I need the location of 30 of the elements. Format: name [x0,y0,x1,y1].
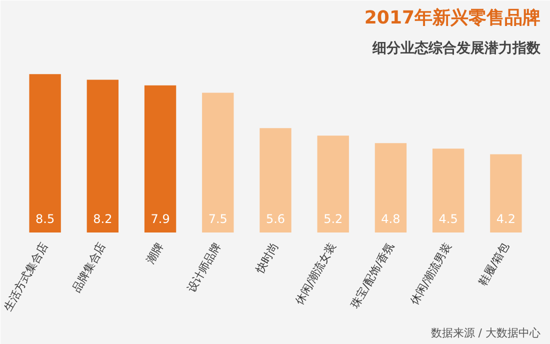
x-tick-label: 生活方式集合店 [1,240,51,314]
data-label: 8.2 [93,212,112,226]
source-note: 数据来源 / 大数据中心 [430,326,541,340]
bar [374,143,407,232]
data-label: 5.2 [324,212,343,226]
x-tick-label: 设计师品牌 [184,240,224,294]
bar [29,74,61,232]
x-tick-label: 休闲/潮流女装 [292,240,339,308]
bar [202,92,234,232]
bar [260,128,292,232]
x-tick-label: 鞋履/箱包 [476,240,512,288]
x-tick-label: 珠宝/配饰/香氛 [348,240,396,310]
bar [490,154,522,232]
data-label: 7.9 [150,212,170,226]
x-tick-label: 潮牌 [144,240,166,266]
data-label: 4.5 [438,212,458,226]
data-label: 5.6 [266,212,286,226]
data-label: 4.8 [381,212,400,226]
x-tick-label: 休闲/潮流男装 [408,240,454,308]
data-label: 4.2 [496,212,516,226]
chart-subtitle: 细分业态综合发展潜力指数 [372,40,542,56]
bar [317,136,349,232]
data-label: 8.5 [36,212,55,226]
chart-title: 2017年新兴零售品牌 [364,8,541,28]
data-label: 7.5 [208,212,228,226]
bar [144,85,176,232]
bar [86,80,119,232]
x-tick-label: 品牌集合店 [70,240,108,294]
x-tick-label: 快时尚 [252,240,282,276]
bar [432,148,464,232]
